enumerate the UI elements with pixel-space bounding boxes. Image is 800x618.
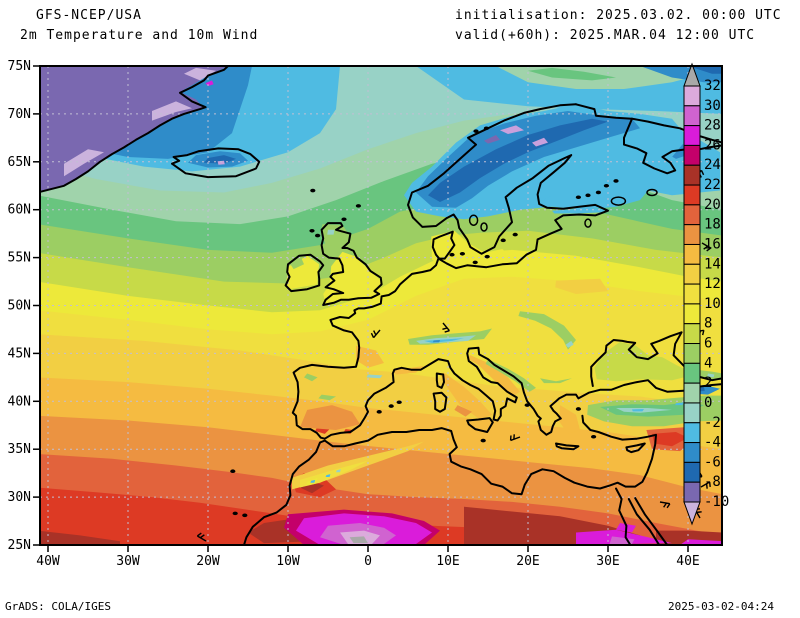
island-dot bbox=[576, 407, 581, 411]
lat-label: 70N bbox=[8, 107, 31, 122]
colorbar-segment bbox=[684, 324, 700, 344]
colorbar-segment bbox=[684, 165, 700, 185]
lat-label: 65N bbox=[8, 155, 31, 170]
colorbar-segment bbox=[684, 126, 700, 146]
lat-label: 55N bbox=[8, 251, 31, 266]
colorbar-label: 32 bbox=[704, 78, 721, 94]
island-dot bbox=[377, 410, 382, 414]
island-dot bbox=[449, 253, 454, 257]
colorbar-segment bbox=[684, 363, 700, 383]
weather-map: 32302826242220181614121086420-2-4-6-8-10… bbox=[0, 0, 800, 618]
lon-label: 40E bbox=[676, 554, 699, 569]
lon-label: 20W bbox=[196, 554, 220, 569]
colorbar-label: -6 bbox=[704, 454, 721, 470]
island-dot bbox=[460, 252, 465, 256]
colorbar-label: 0 bbox=[704, 395, 712, 411]
lat-label: 75N bbox=[8, 59, 31, 74]
island-dot bbox=[613, 179, 618, 183]
colorbar-label: 8 bbox=[704, 316, 712, 332]
colorbar-segment bbox=[684, 185, 700, 205]
lat-label: 25N bbox=[8, 538, 31, 553]
island-dot bbox=[315, 234, 320, 238]
island-dot bbox=[525, 403, 530, 407]
colorbar-segment bbox=[684, 264, 700, 284]
island-dot bbox=[473, 129, 478, 133]
colorbar-label: 18 bbox=[704, 217, 721, 233]
lon-label: 10E bbox=[436, 554, 459, 569]
lat-label: 30N bbox=[8, 490, 31, 505]
island-dot bbox=[230, 469, 235, 473]
creation-stamp: 2025-03-02-04:24 bbox=[668, 600, 774, 613]
temp-region-92 bbox=[632, 409, 644, 411]
lat-label: 35N bbox=[8, 442, 31, 457]
colorbar-segment bbox=[684, 284, 700, 304]
colorbar-segment bbox=[684, 383, 700, 403]
grads-credit: GrADS: COLA/IGES bbox=[5, 600, 111, 613]
colorbar-label: 24 bbox=[704, 157, 721, 173]
colorbar-segment bbox=[684, 482, 700, 502]
colorbar-label: 10 bbox=[704, 296, 721, 312]
island-dot bbox=[596, 191, 601, 195]
island-dot bbox=[309, 229, 314, 233]
island-dot bbox=[389, 404, 394, 408]
lon-label: 10W bbox=[276, 554, 300, 569]
colorbar-label: 2 bbox=[704, 375, 712, 391]
colorbar-label: 16 bbox=[704, 236, 721, 252]
colorbar-label: 22 bbox=[704, 177, 721, 193]
colorbar-segment bbox=[684, 205, 700, 225]
lon-label: 40W bbox=[36, 554, 60, 569]
lon-label: 0 bbox=[364, 554, 372, 569]
island-dot bbox=[591, 435, 596, 439]
island-dot bbox=[481, 439, 486, 443]
colorbar-segment bbox=[684, 462, 700, 482]
colorbar-segment bbox=[684, 244, 700, 264]
colorbar-label: 12 bbox=[704, 276, 721, 292]
colorbar-label: -2 bbox=[704, 415, 721, 431]
lat-label: 60N bbox=[8, 203, 31, 218]
colorbar-label: 6 bbox=[704, 336, 712, 352]
lat-label: 40N bbox=[8, 394, 31, 409]
colorbar-segment bbox=[684, 225, 700, 245]
grads-weather-plot: GFS-NCEP/USA 2m Temperature and 10m Wind… bbox=[0, 0, 800, 618]
colorbar-label: 4 bbox=[704, 355, 712, 371]
colorbar-label: -4 bbox=[704, 435, 721, 451]
colorbar-segment bbox=[684, 106, 700, 126]
lat-label: 50N bbox=[8, 299, 31, 314]
colorbar-segment bbox=[684, 344, 700, 364]
island-dot bbox=[233, 512, 238, 516]
island-dot bbox=[485, 255, 490, 259]
colorbar-label: 30 bbox=[704, 98, 721, 114]
colorbar-label: -8 bbox=[704, 474, 721, 490]
island-dot bbox=[397, 400, 402, 404]
island-dot bbox=[473, 261, 478, 265]
colorbar-segment bbox=[684, 86, 700, 106]
temp-region-35 bbox=[327, 230, 334, 235]
colorbar-label: 14 bbox=[704, 256, 721, 272]
island-dot bbox=[576, 195, 581, 199]
colorbar-segment bbox=[684, 304, 700, 324]
colorbar-label: 20 bbox=[704, 197, 721, 213]
colorbar-segment bbox=[684, 403, 700, 423]
colorbar-segment bbox=[684, 423, 700, 443]
lon-label: 30E bbox=[596, 554, 619, 569]
lon-label: 30W bbox=[116, 554, 140, 569]
island-dot bbox=[585, 194, 590, 198]
island-dot bbox=[484, 126, 489, 130]
lon-label: 20E bbox=[516, 554, 539, 569]
island-dot bbox=[356, 204, 361, 208]
island-dot bbox=[513, 233, 518, 237]
island-dot bbox=[501, 239, 506, 243]
island-dot bbox=[341, 217, 346, 221]
colorbar-label: 28 bbox=[704, 118, 721, 134]
island-dot bbox=[310, 189, 315, 193]
lat-label: 45N bbox=[8, 346, 31, 361]
island-dot bbox=[242, 514, 247, 518]
colorbar-label: 26 bbox=[704, 137, 721, 153]
colorbar-segment bbox=[684, 145, 700, 165]
colorbar-label: -10 bbox=[704, 494, 729, 510]
colorbar-segment bbox=[684, 443, 700, 463]
island-dot bbox=[604, 184, 609, 188]
